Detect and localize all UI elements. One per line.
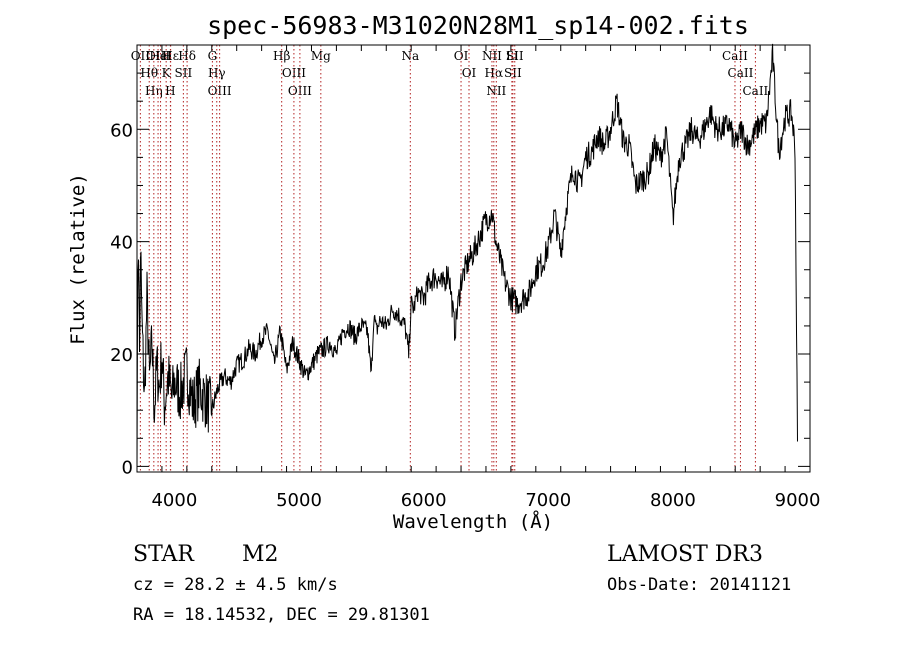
emission-line-label: CaII xyxy=(742,84,768,98)
x-tick-label: 9000 xyxy=(775,490,821,511)
emission-line-label: SII xyxy=(506,49,524,63)
emission-line-label: H xyxy=(165,84,175,98)
y-tick-label: 40 xyxy=(110,233,133,254)
observation-date: Obs-Date: 20141121 xyxy=(607,575,791,595)
emission-line-label: Hβ xyxy=(273,49,290,63)
x-axis-ticks: 4000 5000 6000 7000 8000 9000 xyxy=(151,45,820,511)
plot-frame xyxy=(136,44,811,473)
emission-line-label: NII xyxy=(486,84,506,98)
spectrum-line xyxy=(136,43,798,470)
object-subclass: M2 xyxy=(242,542,279,567)
x-tick-label: 5000 xyxy=(276,490,322,511)
emission-line-label: K xyxy=(162,66,172,80)
object-class: STAR xyxy=(133,542,195,567)
x-tick-label: 4000 xyxy=(151,490,197,511)
y-axis-ticks: 0 20 40 60 xyxy=(110,72,810,478)
x-tick-label: 6000 xyxy=(401,490,447,511)
y-tick-label: 60 xyxy=(110,120,133,141)
emission-line-label: HeI xyxy=(149,49,172,63)
chart-title: spec-56983-M31020N28M1_sp14-002.fits xyxy=(207,11,749,40)
x-axis-title: Wavelength (Å) xyxy=(393,510,553,533)
x-tick-label: 8000 xyxy=(650,490,696,511)
survey-label: LAMOST DR3 xyxy=(607,542,763,567)
y-tick-label: 20 xyxy=(110,345,133,366)
emission-line-label: Mg xyxy=(311,49,331,63)
emission-line-label: Hδ xyxy=(178,49,196,63)
emission-line-label: OII xyxy=(131,49,151,63)
emission-line-label: OIII xyxy=(146,49,170,63)
emission-line-label: G xyxy=(208,49,218,63)
x-tick-label: 7000 xyxy=(525,490,571,511)
emission-line-label: NII xyxy=(482,49,502,63)
emission-line-markers xyxy=(139,45,756,472)
emission-line-label: Hε xyxy=(162,49,179,63)
coordinates: RA = 18.14532, DEC = 29.81301 xyxy=(133,605,430,625)
emission-line-label: OIII xyxy=(208,84,232,98)
emission-line-label: CaII xyxy=(722,49,748,63)
y-axis-title: Flux (relative) xyxy=(67,173,89,345)
y-tick-label: 0 xyxy=(122,457,133,478)
emission-line-label: OI xyxy=(454,49,469,63)
redshift-cz: cz = 28.2 ± 4.5 km/s xyxy=(133,575,338,595)
emission-line-label: Li xyxy=(506,49,518,63)
emission-line-label: Na xyxy=(401,49,419,63)
